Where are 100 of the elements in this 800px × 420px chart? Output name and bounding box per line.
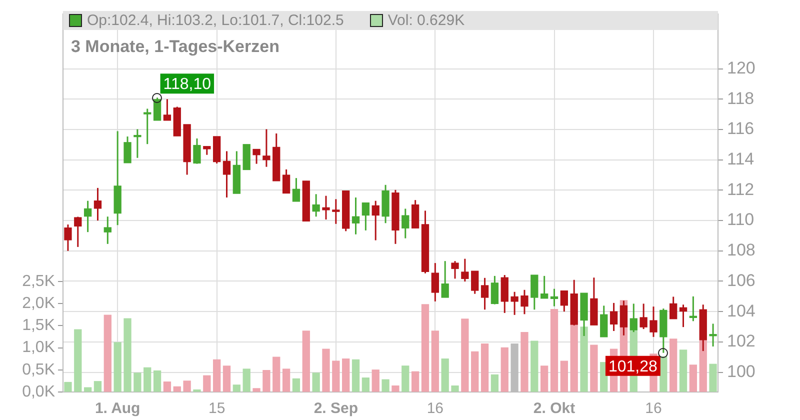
candlestick — [292, 177, 300, 202]
y2-tick-label: 2,0K — [22, 294, 56, 312]
y2-tick-label: 2,5K — [22, 272, 56, 290]
bar — [471, 351, 479, 392]
bar — [212, 359, 221, 392]
candlestick — [332, 198, 340, 225]
bar — [183, 380, 191, 392]
bar — [530, 340, 538, 392]
candlestick — [402, 208, 410, 240]
candlestick — [352, 196, 360, 236]
candlestick — [650, 306, 658, 338]
bar — [411, 371, 420, 392]
candlestick — [372, 200, 380, 242]
candlestick — [461, 258, 469, 282]
bar — [342, 358, 350, 392]
candlestick — [312, 193, 320, 218]
candlestick — [134, 128, 142, 159]
candlestick — [431, 262, 439, 302]
bar — [134, 372, 142, 392]
bar — [540, 366, 548, 392]
bar — [84, 387, 92, 392]
y-tick-label: 102 — [727, 332, 756, 351]
legend-label: Vol: 0.629K — [388, 12, 465, 29]
y2-tick-label: 0,5K — [22, 361, 56, 378]
x-tick-label: 2. Okt — [533, 400, 576, 418]
candlestick — [222, 150, 231, 198]
candlestick — [144, 108, 152, 145]
candlestick — [709, 322, 717, 348]
bar — [689, 364, 698, 392]
bar — [153, 370, 162, 392]
candlestick — [252, 148, 260, 165]
x-tick-label: 16 — [426, 400, 444, 418]
bar — [580, 326, 588, 392]
bar — [272, 356, 280, 392]
candlestick — [104, 216, 112, 245]
bar — [480, 343, 489, 392]
y2-tick-label: 1,0K — [22, 339, 56, 356]
bar — [520, 332, 528, 392]
x-tick-label: 15 — [208, 400, 226, 418]
candlestick — [689, 296, 698, 322]
bar — [322, 348, 330, 392]
bar — [670, 338, 678, 392]
candlestick — [540, 275, 548, 300]
y-tick-label: 100 — [727, 362, 756, 381]
text: 3 Monate, 1-Tages-Kerzen — [71, 37, 280, 57]
bar — [461, 318, 469, 392]
annotation: 118,10 — [163, 76, 212, 94]
candlestick — [490, 275, 499, 306]
candlestick — [560, 290, 568, 312]
y-tick-label: 108 — [727, 240, 756, 260]
bar — [94, 381, 102, 392]
bar — [282, 368, 290, 392]
bar — [402, 366, 410, 392]
candlestick — [600, 304, 608, 338]
bar — [679, 350, 688, 392]
bar — [362, 378, 370, 392]
candlestick — [74, 216, 82, 248]
bar — [312, 372, 320, 392]
y-tick-label: 112 — [727, 180, 754, 199]
candlestick — [193, 138, 201, 165]
candlestick — [520, 289, 528, 315]
candlestick — [530, 274, 538, 310]
y-tick-label: 120 — [727, 58, 756, 78]
bar — [709, 364, 717, 392]
candlestick — [362, 202, 370, 232]
candlestick — [441, 260, 449, 298]
candlestick — [471, 270, 479, 295]
bar — [590, 344, 598, 392]
x-tick-label: 1. Aug — [94, 400, 140, 418]
candlestick — [610, 302, 618, 332]
bar — [173, 386, 181, 392]
bar — [490, 374, 499, 392]
bar — [222, 366, 231, 392]
bar — [193, 389, 201, 392]
candlestick — [679, 304, 688, 328]
bar — [332, 360, 340, 392]
bar — [104, 314, 112, 392]
y2-tick-label: 0,0K — [22, 383, 56, 400]
bar — [252, 388, 260, 392]
candlestick — [322, 195, 330, 220]
bar — [431, 330, 439, 392]
y-tick-label: 116 — [727, 119, 754, 138]
annotation: 101,28 — [608, 358, 658, 376]
candlestick — [124, 136, 132, 164]
candlestick — [282, 168, 290, 194]
bar — [382, 379, 390, 392]
bar — [500, 347, 508, 392]
y2-tick-label: 1,5K — [22, 317, 56, 334]
candlestick — [640, 302, 648, 330]
x-tick-label: 16 — [645, 400, 662, 418]
y-tick-label: 114 — [727, 150, 754, 169]
bar — [144, 367, 152, 392]
bar — [441, 358, 449, 392]
candlestick — [163, 98, 172, 122]
bar — [124, 318, 132, 392]
candlestick — [550, 288, 558, 308]
y-tick-label: 104 — [727, 301, 756, 320]
bar — [64, 382, 72, 392]
y-tick-label: 106 — [727, 270, 756, 290]
candlestick — [64, 224, 72, 252]
